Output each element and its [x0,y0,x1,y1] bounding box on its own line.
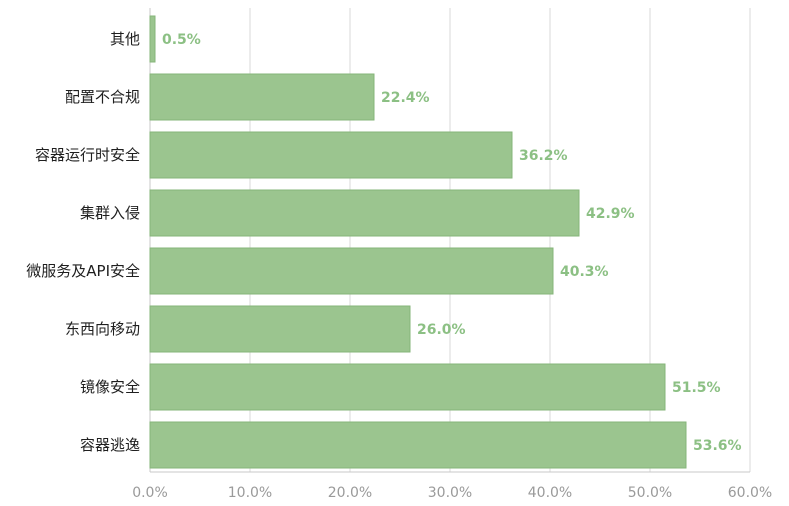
category-label: 镜像安全 [80,378,140,396]
bar [149,73,375,121]
x-tick-label: 10.0% [228,485,272,501]
x-tick-labels: 0.0% 10.0% 20.0% 30.0% 40.0% 50.0% 60.0% [132,485,772,501]
value-label: 22.4% [381,90,430,106]
value-label: 0.5% [162,32,201,48]
bar [149,421,687,469]
category-label: 容器逃逸 [80,436,140,454]
category-label: 配置不合规 [65,88,140,106]
category-label: 其他 [110,30,140,48]
x-tick-label: 50.0% [628,485,672,501]
value-labels: 0.5% 22.4% 36.2% 42.9% 40.3% 26.0% 51.5% 53.6% [162,32,742,454]
bar [149,15,156,63]
bar [149,305,411,353]
x-tick-label: 20.0% [328,485,372,501]
bar [149,189,580,237]
value-label: 53.6% [693,438,742,454]
bar [149,247,554,295]
x-tick-label: 30.0% [428,485,472,501]
x-tick-label: 0.0% [132,485,168,501]
category-label: 容器运行时安全 [35,146,140,164]
bars [149,15,687,469]
value-label: 26.0% [417,322,466,338]
value-label: 36.2% [519,148,568,164]
value-label: 51.5% [672,380,721,396]
category-label: 东西向移动 [65,320,140,338]
bar [149,131,513,179]
value-label: 40.3% [560,264,609,280]
x-tick-label: 60.0% [728,485,772,501]
value-label: 42.9% [586,206,635,222]
bar [149,363,666,411]
x-tick-label: 40.0% [528,485,572,501]
category-label: 微服务及API安全 [26,262,140,280]
category-label: 集群入侵 [80,204,140,222]
